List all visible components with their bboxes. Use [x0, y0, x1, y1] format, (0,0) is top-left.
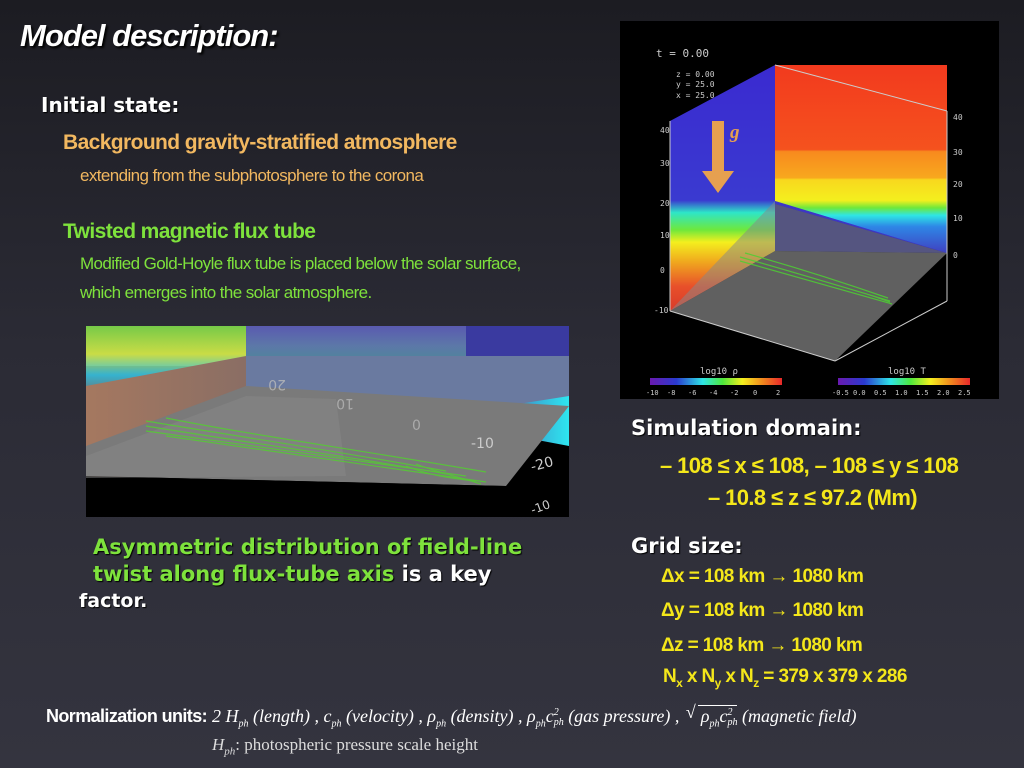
colorbar-left-tick: 0	[753, 389, 757, 397]
formula-sup: 2	[553, 706, 559, 718]
grid-resolution: Nx x Ny x Nz = 379 x 379 x 286	[663, 666, 907, 690]
grid-n-label: x N	[682, 666, 715, 687]
sim-coord-y: y = 25.0	[676, 80, 715, 89]
formula-sub: ph	[436, 718, 447, 730]
colorbar-right-tick: 2.5	[958, 389, 971, 397]
closeup-tick-0: 0	[412, 418, 421, 434]
sim-right-tick-40: 40	[953, 113, 963, 122]
formula-text: c	[545, 706, 554, 726]
asymmetric-note-line2-white: is a key	[394, 562, 492, 586]
sim-z-tick-neg10: -10	[654, 306, 669, 315]
closeup-tick-neg10: -10	[471, 436, 494, 452]
domain-heading: Simulation domain:	[631, 416, 862, 440]
simulation-box-image: t = 0.00 z = 0.00 y = 25.0 x = 25.0	[620, 21, 999, 399]
colorbar-left-tick: 2	[776, 389, 780, 397]
grid-dy: Δy = 108 km → 1080 km	[661, 600, 864, 621]
sim-z-tick-0: 0	[660, 266, 665, 275]
flux-tube-title: Twisted magnetic flux tube	[63, 220, 316, 243]
background-atmosphere-desc: extending from the subphotosphere to the…	[80, 166, 424, 185]
closeup-tick-10: 10	[336, 395, 354, 411]
colorbar-right-label: log10 T	[888, 367, 927, 377]
formula-text: ρ	[700, 706, 710, 726]
colorbar-left-tick: -4	[709, 389, 717, 397]
domain-line1: – 108 ≤ x ≤ 108, – 108 ≤ y ≤ 108	[660, 453, 959, 478]
normalization-formula: 2 Hph (length) , cph (velocity) , ρph (d…	[212, 702, 857, 730]
normalization-label: Normalization units:	[46, 706, 208, 726]
grid-dz: Δz = 108 km → 1080 km	[661, 635, 863, 656]
sim-time-label: t = 0.00	[656, 47, 709, 60]
normalization-footnote: Hph: photospheric pressure scale height	[212, 735, 478, 757]
closeup-tick-20: 20	[268, 376, 286, 392]
formula-text: c	[719, 706, 728, 726]
sim-z-tick-40: 40	[660, 126, 670, 135]
formula-text: (density) , ρ	[446, 706, 536, 726]
asymmetric-note: Asymmetric distribution of field-line tw…	[93, 534, 522, 588]
sim-z-tick-20: 20	[660, 199, 670, 208]
grid-n-label: x N	[720, 666, 754, 687]
gravity-symbol: g	[729, 122, 740, 143]
grid-dx: Δx = 108 km → 1080 km	[661, 566, 864, 587]
footnote-text: : photospheric pressure scale height	[235, 735, 478, 754]
colorbar-right-tick: 1.5	[916, 389, 929, 397]
colorbar-right-tick: 0.0	[853, 389, 866, 397]
sim-z-tick-30: 30	[660, 159, 670, 168]
colorbar-left-tick: -8	[667, 389, 675, 397]
grid-heading: Grid size:	[631, 534, 743, 558]
formula-sub: ph	[553, 716, 564, 728]
formula-sub: ph	[238, 718, 249, 730]
colorbar-left-label: log10 ρ	[700, 367, 738, 377]
colorbar-left-tick: -2	[730, 389, 738, 397]
formula-text: 2 H	[212, 706, 239, 726]
formula-text: (gas pressure) ,	[563, 706, 680, 726]
sim-z-tick-10: 10	[660, 231, 670, 240]
colorbar-left-ticks: -10 -8 -6 -4 -2 0 2	[646, 389, 780, 397]
grid-n-label: N	[663, 666, 677, 687]
footnote-sub: ph	[224, 745, 236, 758]
slide-title: Model description:	[20, 18, 279, 53]
colorbar-right-ticks: -0.5 0.0 0.5 1.0 1.5 2.0 2.5	[832, 389, 971, 397]
formula-sub: ph	[535, 718, 546, 730]
sim-right-tick-10: 10	[953, 214, 963, 223]
colorbar-right-tick: 1.0	[895, 389, 908, 397]
grid-n-sub-z: z	[753, 675, 759, 690]
formula-text: (length) , c	[248, 706, 332, 726]
domain-line2: – 10.8 ≤ z ≤ 97.2 (Mm)	[708, 485, 918, 510]
footnote-symbol: H	[212, 735, 225, 754]
colorbar-right-tick: -0.5	[832, 389, 849, 397]
asymmetric-note-line1: Asymmetric distribution of field-line	[93, 535, 523, 559]
formula-text: (magnetic field)	[737, 706, 857, 726]
grid-n-value: = 379 x 379 x 286	[758, 666, 907, 687]
colorbar-right-tick: 0.5	[874, 389, 887, 397]
formula-sup: 2	[727, 706, 733, 718]
closeup-tick-side: -10	[529, 497, 552, 517]
grid-n-sub-x: x	[676, 675, 683, 690]
formula-sub: ph	[727, 716, 738, 728]
flux-tube-desc-line2: which emerges into the solar atmosphere.	[80, 283, 372, 302]
formula-sub: ph	[709, 718, 720, 730]
colorbar-left-tick: -10	[646, 389, 659, 397]
sim-right-tick-30: 30	[953, 148, 963, 157]
formula-sub: ph	[331, 718, 342, 730]
sim-coord-z: z = 0.00	[676, 70, 715, 79]
sim-right-tick-0: 0	[953, 251, 958, 260]
grid-n-sub-y: y	[714, 675, 722, 690]
asymmetric-note-line2-green: twist along flux-tube axis	[93, 562, 395, 586]
sim-right-tick-20: 20	[953, 180, 963, 189]
sim-coord-x: x = 25.0	[676, 91, 715, 100]
closeup-tick-neg20: -20	[529, 454, 555, 475]
flux-tube-closeup-image: 20 10 0 -10 -20 -10	[86, 326, 569, 517]
colorbar-right-tick: 2.0	[937, 389, 950, 397]
background-atmosphere-title: Background gravity-stratified atmosphere	[63, 131, 457, 154]
flux-tube-desc-line1: Modified Gold-Hoyle flux tube is placed …	[80, 254, 521, 273]
colorbar-left-tick: -6	[688, 389, 696, 397]
formula-text: (velocity) , ρ	[341, 706, 437, 726]
sqrt-symbol: √ ρphc 2 ph	[685, 702, 738, 730]
asymmetric-note-line3: factor.	[79, 590, 148, 612]
initial-state-heading: Initial state:	[41, 93, 180, 117]
